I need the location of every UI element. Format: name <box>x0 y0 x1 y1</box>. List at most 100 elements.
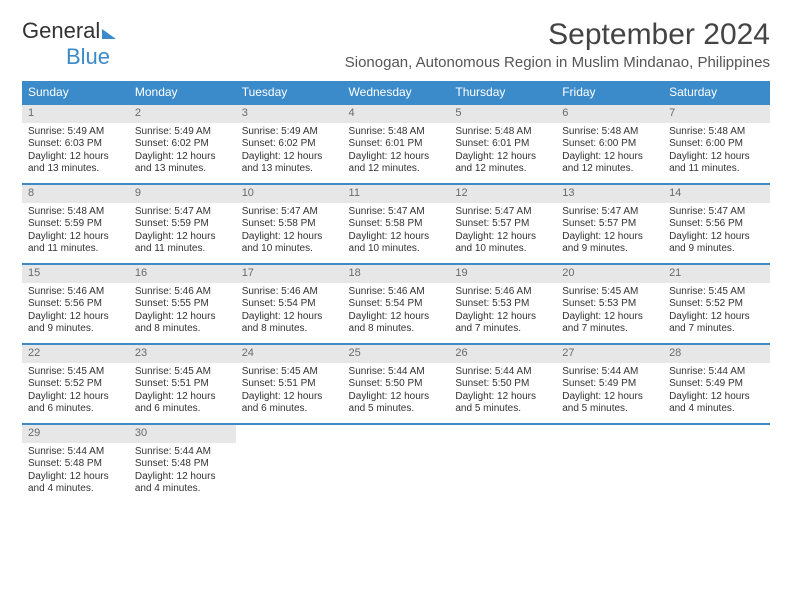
calendar-day-cell <box>556 424 663 504</box>
calendar-table: SundayMondayTuesdayWednesdayThursdayFrid… <box>22 81 770 504</box>
day-details: Sunrise: 5:44 AMSunset: 5:48 PMDaylight:… <box>28 446 123 496</box>
logo-triangle-icon <box>102 29 116 39</box>
calendar-day-cell <box>343 424 450 504</box>
weekday-header-row: SundayMondayTuesdayWednesdayThursdayFrid… <box>22 81 770 104</box>
calendar-day-cell: 18 Sunrise: 5:46 AMSunset: 5:54 PMDayligh… <box>343 264 450 344</box>
day-number: 22 <box>22 345 129 363</box>
day-number: 25 <box>343 345 450 363</box>
day-details: Sunrise: 5:44 AMSunset: 5:49 PMDaylight:… <box>562 366 657 416</box>
calendar-day-cell <box>663 424 770 504</box>
calendar-week-row: 1Sunrise: 5:49 AMSunset: 6:03 PMDaylight… <box>22 104 770 184</box>
calendar-week-row: 8 Sunrise: 5:48 AMSunset: 5:59 PMDaylight… <box>22 184 770 264</box>
day-number: 1 <box>22 105 129 123</box>
calendar-day-cell: 24 Sunrise: 5:45 AMSunset: 5:51 PMDayligh… <box>236 344 343 424</box>
calendar-day-cell: 28 Sunrise: 5:44 AMSunset: 5:49 PMDayligh… <box>663 344 770 424</box>
day-number: 10 <box>236 185 343 203</box>
calendar-day-cell: 20Sunrise: 5:45 AMSunset: 5:53 PMDayligh… <box>556 264 663 344</box>
day-details: Sunrise: 5:46 AMSunset: 5:54 PMDaylight:… <box>242 286 337 336</box>
logo: General <box>22 18 116 44</box>
calendar-day-cell: 26 Sunrise: 5:44 AMSunset: 5:50 PMDayligh… <box>449 344 556 424</box>
weekday-header: Sunday <box>22 81 129 104</box>
day-number: 12 <box>449 185 556 203</box>
day-details: Sunrise: 5:46 AMSunset: 5:54 PMDaylight:… <box>349 286 444 336</box>
day-number: 13 <box>556 185 663 203</box>
day-number: 15 <box>22 265 129 283</box>
calendar-day-cell: 5 Sunrise: 5:48 AMSunset: 6:01 PMDaylight… <box>449 104 556 184</box>
calendar-day-cell: 2Sunrise: 5:49 AMSunset: 6:02 PMDaylight… <box>129 104 236 184</box>
calendar-day-cell: 17 Sunrise: 5:46 AMSunset: 5:54 PMDayligh… <box>236 264 343 344</box>
calendar-day-cell: 6 Sunrise: 5:48 AMSunset: 6:00 PMDaylight… <box>556 104 663 184</box>
calendar-day-cell: 3Sunrise: 5:49 AMSunset: 6:02 PMDaylight… <box>236 104 343 184</box>
weekday-header: Monday <box>129 81 236 104</box>
day-details: Sunrise: 5:47 AMSunset: 5:57 PMDaylight:… <box>562 206 657 256</box>
calendar-day-cell: 21Sunrise: 5:45 AMSunset: 5:52 PMDayligh… <box>663 264 770 344</box>
page-subtitle: Sionogan, Autonomous Region in Muslim Mi… <box>345 54 770 71</box>
day-details: Sunrise: 5:47 AMSunset: 5:58 PMDaylight:… <box>242 206 337 256</box>
day-details: Sunrise: 5:45 AMSunset: 5:52 PMDaylight:… <box>669 286 764 336</box>
day-number: 14 <box>663 185 770 203</box>
day-number: 6 <box>556 105 663 123</box>
day-number: 17 <box>236 265 343 283</box>
calendar-day-cell: 16 Sunrise: 5:46 AMSunset: 5:55 PMDayligh… <box>129 264 236 344</box>
calendar-day-cell: 12Sunrise: 5:47 AMSunset: 5:57 PMDayligh… <box>449 184 556 264</box>
calendar-day-cell: 4Sunrise: 5:48 AMSunset: 6:01 PMDaylight… <box>343 104 450 184</box>
logo-text-blue: Blue <box>66 44 110 70</box>
day-details: Sunrise: 5:48 AMSunset: 5:59 PMDaylight:… <box>28 206 123 256</box>
weekday-header: Saturday <box>663 81 770 104</box>
calendar-day-cell: 9 Sunrise: 5:47 AMSunset: 5:59 PMDaylight… <box>129 184 236 264</box>
day-number: 4 <box>343 105 450 123</box>
day-details: Sunrise: 5:45 AMSunset: 5:51 PMDaylight:… <box>135 366 230 416</box>
calendar-day-cell: 25 Sunrise: 5:44 AMSunset: 5:50 PMDayligh… <box>343 344 450 424</box>
calendar-day-cell: 8 Sunrise: 5:48 AMSunset: 5:59 PMDaylight… <box>22 184 129 264</box>
calendar-day-cell <box>236 424 343 504</box>
calendar-day-cell <box>449 424 556 504</box>
calendar-day-cell: 27 Sunrise: 5:44 AMSunset: 5:49 PMDayligh… <box>556 344 663 424</box>
day-details: Sunrise: 5:46 AMSunset: 5:56 PMDaylight:… <box>28 286 123 336</box>
calendar-day-cell: 29 Sunrise: 5:44 AMSunset: 5:48 PMDayligh… <box>22 424 129 504</box>
day-number: 29 <box>22 425 129 443</box>
day-number: 27 <box>556 345 663 363</box>
day-details: Sunrise: 5:44 AMSunset: 5:50 PMDaylight:… <box>349 366 444 416</box>
day-details: Sunrise: 5:45 AMSunset: 5:52 PMDaylight:… <box>28 366 123 416</box>
day-details: Sunrise: 5:45 AMSunset: 5:51 PMDaylight:… <box>242 366 337 416</box>
logo-text-general: General <box>22 18 100 44</box>
day-details: Sunrise: 5:46 AMSunset: 5:55 PMDaylight:… <box>135 286 230 336</box>
calendar-week-row: 29 Sunrise: 5:44 AMSunset: 5:48 PMDayligh… <box>22 424 770 504</box>
day-details: Sunrise: 5:47 AMSunset: 5:59 PMDaylight:… <box>135 206 230 256</box>
day-details: Sunrise: 5:48 AMSunset: 6:00 PMDaylight:… <box>562 126 657 176</box>
day-number: 3 <box>236 105 343 123</box>
day-details: Sunrise: 5:48 AMSunset: 6:00 PMDaylight:… <box>669 126 764 176</box>
day-number: 19 <box>449 265 556 283</box>
calendar-week-row: 22 Sunrise: 5:45 AMSunset: 5:52 PMDayligh… <box>22 344 770 424</box>
calendar-day-cell: 13 Sunrise: 5:47 AMSunset: 5:57 PMDayligh… <box>556 184 663 264</box>
calendar-day-cell: 10 Sunrise: 5:47 AMSunset: 5:58 PMDayligh… <box>236 184 343 264</box>
day-number: 5 <box>449 105 556 123</box>
day-details: Sunrise: 5:44 AMSunset: 5:50 PMDaylight:… <box>455 366 550 416</box>
day-details: Sunrise: 5:48 AMSunset: 6:01 PMDaylight:… <box>455 126 550 176</box>
day-number: 24 <box>236 345 343 363</box>
day-number: 9 <box>129 185 236 203</box>
calendar-day-cell: 7Sunrise: 5:48 AMSunset: 6:00 PMDaylight… <box>663 104 770 184</box>
day-number: 28 <box>663 345 770 363</box>
weekday-header: Thursday <box>449 81 556 104</box>
weekday-header: Tuesday <box>236 81 343 104</box>
calendar-day-cell: 1Sunrise: 5:49 AMSunset: 6:03 PMDaylight… <box>22 104 129 184</box>
day-details: Sunrise: 5:46 AMSunset: 5:53 PMDaylight:… <box>455 286 550 336</box>
calendar-day-cell: 11Sunrise: 5:47 AMSunset: 5:58 PMDayligh… <box>343 184 450 264</box>
day-number: 30 <box>129 425 236 443</box>
calendar-day-cell: 19 Sunrise: 5:46 AMSunset: 5:53 PMDayligh… <box>449 264 556 344</box>
day-number: 23 <box>129 345 236 363</box>
day-details: Sunrise: 5:44 AMSunset: 5:49 PMDaylight:… <box>669 366 764 416</box>
day-number: 16 <box>129 265 236 283</box>
weekday-header: Friday <box>556 81 663 104</box>
day-number: 2 <box>129 105 236 123</box>
day-number: 8 <box>22 185 129 203</box>
calendar-day-cell: 15 Sunrise: 5:46 AMSunset: 5:56 PMDayligh… <box>22 264 129 344</box>
day-number: 20 <box>556 265 663 283</box>
day-number: 18 <box>343 265 450 283</box>
day-number: 26 <box>449 345 556 363</box>
calendar-day-cell: 14Sunrise: 5:47 AMSunset: 5:56 PMDayligh… <box>663 184 770 264</box>
weekday-header: Wednesday <box>343 81 450 104</box>
day-details: Sunrise: 5:47 AMSunset: 5:58 PMDaylight:… <box>349 206 444 256</box>
calendar-day-cell: 30Sunrise: 5:44 AMSunset: 5:48 PMDayligh… <box>129 424 236 504</box>
